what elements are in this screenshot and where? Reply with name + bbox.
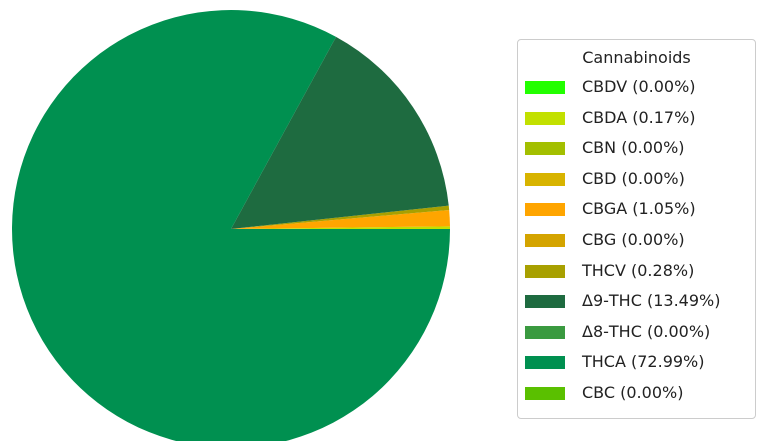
- legend-swatch: [525, 142, 565, 156]
- legend-label: THCA (72.99%): [582, 352, 705, 372]
- legend-swatch: [525, 325, 565, 339]
- legend-swatch: [525, 234, 565, 247]
- legend-swatch: [525, 111, 565, 125]
- legend-title: Cannabinoids: [582, 48, 691, 67]
- legend-label: CBG (0.00%): [582, 230, 685, 249]
- legend-label: Δ9-THC (13.49%): [582, 291, 721, 311]
- pie-slice-thca: [12, 10, 450, 441]
- legend-label: CBN (0.00%): [582, 138, 685, 158]
- legend-label: Δ8-THC (0.00%): [582, 321, 711, 341]
- legend-label: CBDV (0.00%): [582, 77, 696, 96]
- legend-swatch: [525, 356, 565, 370]
- pie-slice-cbga: [231, 209, 450, 229]
- legend-swatch: [525, 203, 565, 217]
- pie-slice--9-thc: [231, 36, 449, 230]
- pie-slice-cbda: [231, 226, 450, 229]
- legend-swatch: [525, 295, 565, 309]
- legend: Cannabinoids CBDV (0.00%) CBDA (0.17%) CBN…: [517, 39, 756, 419]
- legend-label: CBD (0.00%): [582, 168, 685, 188]
- legend-label: CBDA (0.17%): [582, 107, 696, 127]
- legend-label: CBC (0.00%): [582, 383, 684, 402]
- legend-label: CBGA (1.05%): [582, 199, 696, 219]
- legend-swatch: [525, 172, 565, 186]
- legend-swatch: [525, 387, 565, 400]
- pie-chart: [12, 10, 450, 441]
- legend-swatch: [525, 81, 565, 94]
- pie-slice-thcv: [231, 205, 450, 229]
- legend-label: THCV (0.28%): [582, 260, 695, 280]
- legend-swatch: [525, 264, 565, 278]
